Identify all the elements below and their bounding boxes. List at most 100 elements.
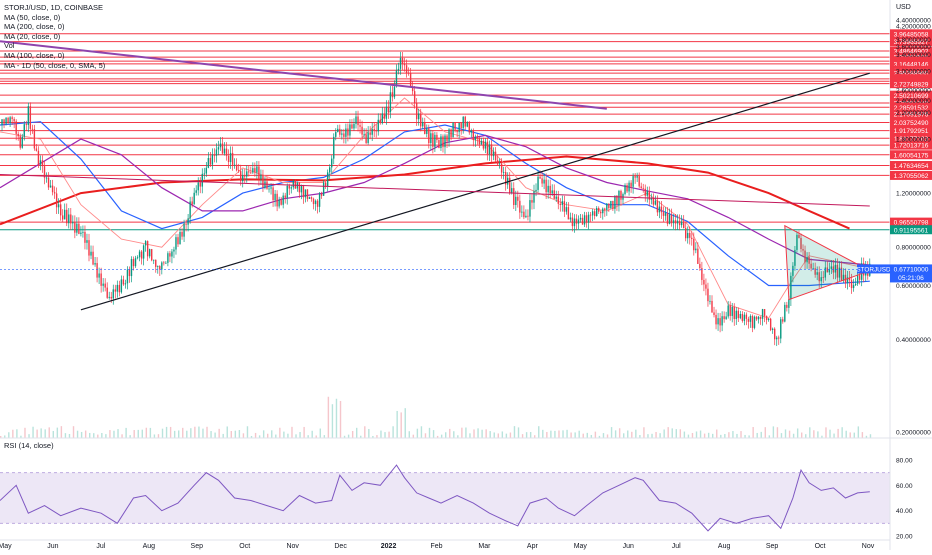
candle-body	[308, 197, 311, 199]
volume-bar	[356, 427, 358, 438]
volume-bar	[497, 433, 499, 438]
volume-bar	[671, 428, 673, 438]
legend-vol[interactable]: Vol	[4, 41, 15, 51]
candle-body	[591, 211, 594, 216]
candle-body	[715, 314, 717, 325]
volume-bar	[756, 432, 758, 438]
legend-ma50[interactable]: MA (50, close, 0)	[4, 12, 61, 22]
volume-bar	[335, 398, 338, 438]
volume-bar	[683, 431, 686, 438]
symbol-title[interactable]: STORJ/USD, 1D, COINBASE	[4, 3, 104, 12]
candle-body	[711, 300, 713, 313]
candle-body	[689, 232, 691, 238]
candle-body	[585, 215, 588, 223]
volume-bar	[809, 427, 811, 438]
volume-bar	[230, 430, 232, 438]
legend-ma200[interactable]: MA (200, close, 0)	[4, 22, 65, 32]
candle-body	[749, 316, 752, 322]
volume-bar	[594, 431, 597, 438]
candle-body	[725, 316, 727, 320]
volume-bar	[360, 435, 362, 438]
candle-body	[648, 191, 650, 200]
volume-bar	[841, 427, 843, 438]
candle-body	[108, 296, 110, 298]
candle-body	[96, 263, 98, 278]
volume-bar	[380, 430, 382, 438]
candle-body	[55, 193, 58, 208]
candle-body	[460, 122, 462, 129]
candle-body	[484, 141, 487, 149]
candle-body	[217, 147, 220, 150]
time-tick-label: Jun	[47, 543, 58, 550]
volume-bar	[566, 429, 568, 438]
time-tick-label: Oct	[239, 543, 250, 550]
candle-body	[759, 316, 762, 319]
candle-body	[82, 231, 84, 233]
candle-body	[826, 267, 828, 273]
legend-ma100[interactable]: MA (100, close, 0)	[4, 50, 65, 60]
volume-bar	[137, 429, 139, 438]
volume-bar	[813, 430, 815, 438]
candle-body	[363, 134, 365, 136]
volume-bar	[258, 435, 261, 438]
candle-body	[43, 166, 46, 178]
candle-body	[642, 187, 644, 189]
candle-body	[424, 121, 426, 134]
candle-body	[169, 253, 171, 257]
candle-body	[531, 200, 533, 203]
candle-body	[476, 136, 479, 139]
candle-body	[822, 277, 824, 278]
volume-bar	[218, 428, 220, 438]
candle-body	[70, 214, 72, 224]
volume-bar	[8, 432, 10, 438]
candle-body	[626, 185, 628, 192]
level-tag-label: 0.91195561	[894, 227, 929, 234]
time-tick-label: Apr	[527, 543, 539, 550]
candle-body	[699, 263, 701, 269]
volume-bar	[521, 434, 524, 438]
time-axis[interactable]: May Jun Jul Aug Sep Oct Nov Dec 2022 Feb Mar Apr May…	[0, 539, 890, 550]
time-tick-label: 2022	[381, 543, 397, 550]
candle-body	[846, 277, 849, 284]
candle-body	[464, 116, 466, 127]
candle-body	[630, 182, 632, 187]
candle-body	[434, 134, 436, 147]
candle-body	[379, 119, 381, 124]
candle-body	[304, 189, 307, 198]
time-tick-label: Feb	[430, 543, 442, 550]
volume-bar	[784, 429, 787, 438]
legend-ma20[interactable]: MA (20, close, 0)	[4, 31, 61, 41]
volume-bar	[776, 427, 779, 438]
volume-bar	[323, 435, 326, 438]
volume-bar	[796, 428, 799, 438]
time-tick-label: May	[0, 543, 12, 550]
volume-bar	[534, 435, 536, 438]
volume-bar	[372, 435, 374, 438]
candle-body	[697, 248, 699, 264]
level-tag-label: 2.50210699	[894, 93, 929, 100]
candle-body	[140, 251, 143, 259]
candle-body	[229, 152, 232, 163]
price-tick-label: 3.00000000	[896, 68, 931, 75]
candle-body	[88, 240, 90, 256]
candle-body	[448, 129, 450, 142]
candle-body	[349, 124, 351, 136]
candle-body	[606, 203, 608, 210]
rsi-legend[interactable]: RSI (14, close)	[4, 441, 54, 450]
candle-body	[579, 217, 582, 220]
volume-bar	[618, 428, 621, 438]
price-tick-label: 3.60000000	[896, 44, 931, 51]
volume-bar	[509, 432, 512, 438]
candle-body	[114, 289, 116, 292]
time-tick-label: Nov	[862, 543, 875, 550]
candle-body	[547, 185, 549, 193]
candle-body	[290, 187, 292, 189]
legend-ma-1d[interactable]: MA - 1D (50, close, 0, SMA, 5)	[4, 60, 106, 70]
volume-bar	[651, 433, 653, 438]
volume-bar	[412, 434, 415, 438]
candle-body	[177, 237, 179, 245]
volume-bar	[663, 429, 665, 438]
price-axis[interactable]: 3.964850583.739659273.486469023.33007506…	[856, 0, 932, 550]
